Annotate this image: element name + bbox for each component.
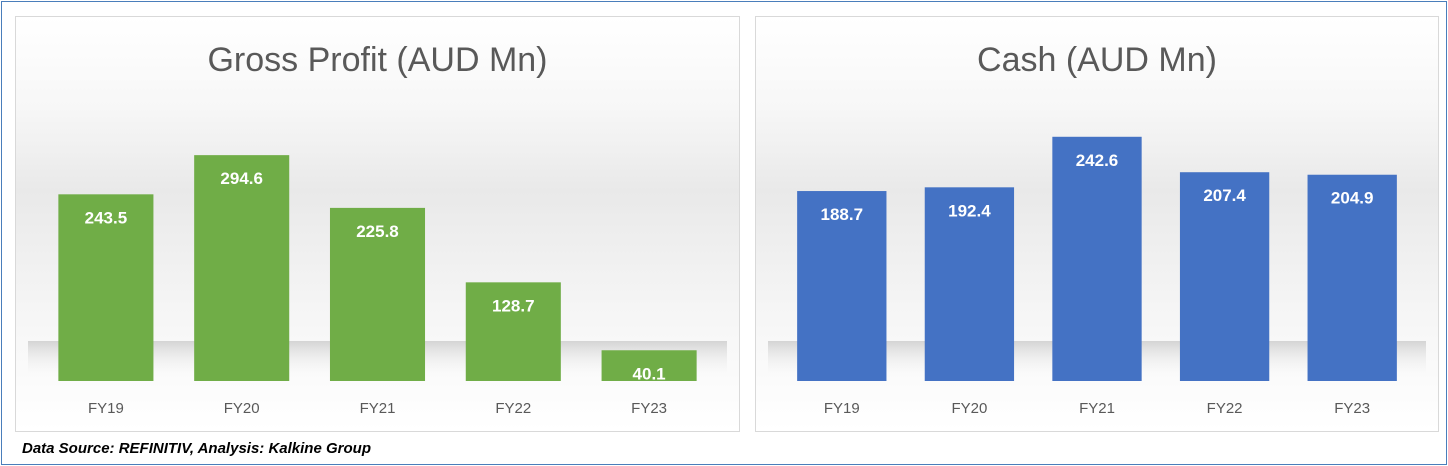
value-label-fy19: 188.7 [821, 205, 864, 224]
value-label-fy22: 128.7 [492, 296, 535, 315]
bar-fy23 [601, 350, 697, 381]
cash-chart: Cash (AUD Mn) 188.7 FY19 192.4 FY20 242.6 FY21… [768, 41, 1426, 417]
x-tick-label-fy22: FY22 [495, 400, 531, 417]
x-tick-label-fy21: FY21 [1079, 400, 1115, 417]
data-source-note: Data Source: REFINITIV, Analysis: Kalkin… [22, 440, 371, 457]
value-label-fy23: 40.1 [633, 364, 666, 383]
chart-title: Cash (AUD Mn) [977, 41, 1217, 79]
x-tick-label-fy22: FY22 [1207, 400, 1243, 417]
chart-title: Gross Profit (AUD Mn) [207, 41, 547, 79]
x-tick-label-fy20: FY20 [951, 400, 987, 417]
bar-fy20 [924, 187, 1015, 381]
x-tick-label-fy20: FY20 [224, 400, 260, 417]
value-label-fy19: 243.5 [85, 208, 128, 227]
value-label-fy20: 294.6 [220, 169, 263, 188]
x-tick-label-fy23: FY23 [1334, 400, 1370, 417]
bar-fy22 [465, 282, 561, 381]
value-label-fy20: 192.4 [948, 201, 991, 220]
x-tick-label-fy19: FY19 [88, 400, 124, 417]
gross-profit-chart-panel: Gross Profit (AUD Mn) 243.5 FY19 294.6 FY20 2… [15, 16, 740, 432]
x-tick-label-fy23: FY23 [631, 400, 667, 417]
bar-fy21 [1052, 136, 1142, 381]
bar-fy23 [1307, 174, 1397, 381]
value-label-fy21: 242.6 [1076, 151, 1119, 170]
value-label-fy21: 225.8 [356, 222, 399, 241]
gross-profit-chart: Gross Profit (AUD Mn) 243.5 FY19 294.6 FY20 2… [28, 41, 727, 417]
x-tick-label-fy19: FY19 [824, 400, 860, 417]
bar-fy22 [1179, 172, 1270, 381]
value-label-fy22: 207.4 [1203, 186, 1246, 205]
bar-fy19 [58, 194, 154, 381]
cash-chart-panel: Cash (AUD Mn) 188.7 FY19 192.4 FY20 242.6 FY21… [755, 16, 1439, 432]
bar-fy21 [329, 207, 426, 381]
bar-fy20 [194, 155, 290, 381]
x-tick-label-fy21: FY21 [360, 400, 396, 417]
value-label-fy23: 204.9 [1331, 189, 1374, 208]
bar-fy19 [797, 191, 887, 381]
